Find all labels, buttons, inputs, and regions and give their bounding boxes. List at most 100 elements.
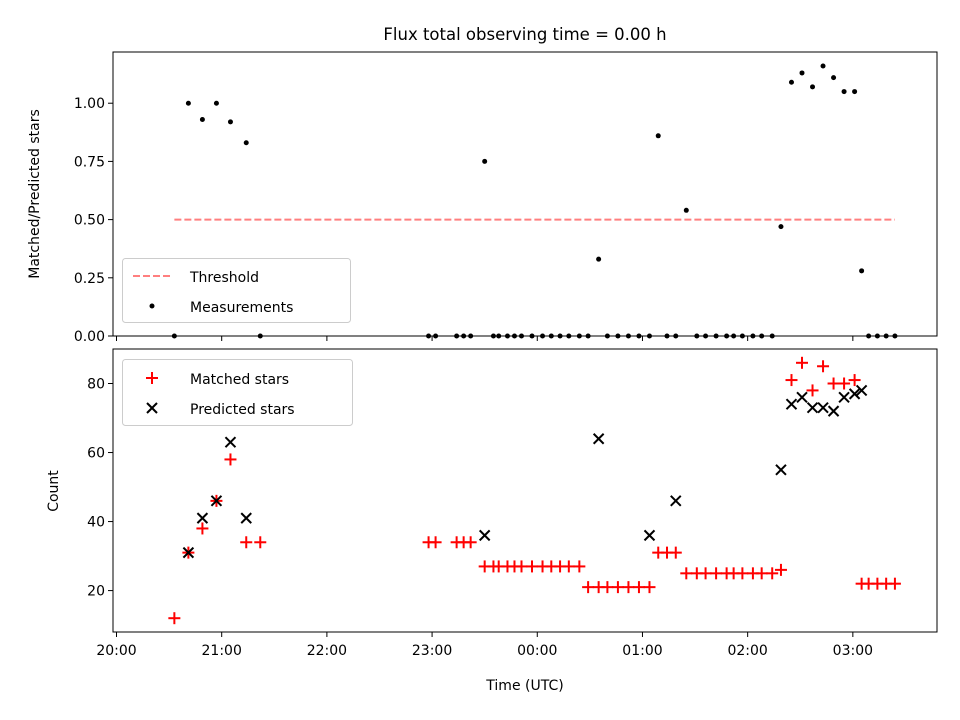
bottom-axes-frame <box>112 348 938 633</box>
bottom-y-tick-label: 20 <box>87 584 105 600</box>
x-tick-label: 01:00 <box>622 643 662 659</box>
bottom-legend-box <box>122 359 353 426</box>
predicted-legend-label: Predicted stars <box>190 402 295 418</box>
predicted-star-point <box>855 384 868 397</box>
x-tick-label: 00:00 <box>517 643 557 659</box>
bottom-y-tick-label: 80 <box>87 377 105 393</box>
top-y-ticks: 0.00 0.25 0.50 0.75 1.00 <box>74 96 113 345</box>
x-tick-label: 22:00 <box>307 643 347 659</box>
measurements-legend-label: Measurements <box>190 300 293 316</box>
matched-star-point <box>464 536 477 549</box>
measurement-point <box>820 63 826 69</box>
x-tick-label: 23:00 <box>412 643 452 659</box>
predicted-star-point <box>827 405 840 417</box>
predicted-star-point <box>670 495 682 507</box>
measurement-point <box>683 207 689 213</box>
matched-star-point <box>573 560 586 573</box>
predicted-star-point <box>224 436 237 448</box>
bottom-y-tick-label: 60 <box>87 446 105 462</box>
measurement-point <box>596 256 602 262</box>
top-legend-box <box>122 258 351 323</box>
matched-star-point <box>838 377 851 390</box>
measurement-point <box>482 158 488 164</box>
matched-star-point <box>515 560 528 573</box>
top-y-tick-label: 0.00 <box>74 329 105 345</box>
measurement-point <box>859 268 865 274</box>
top-panel: 0.00 0.25 0.50 0.75 1.00 Matched/Predicted s… <box>27 51 938 345</box>
matched-star-point <box>224 453 237 466</box>
x-tick-label: 20:00 <box>96 643 136 659</box>
matched-star-point <box>669 546 682 559</box>
measurement-point <box>199 117 205 123</box>
matched-star-point <box>710 567 723 580</box>
bottom-y-axis-label: Count <box>46 470 62 512</box>
bottom-x-ticks: 20:00 21:00 22:00 23:00 00:00 01:00 02:00 03:00 <box>96 632 873 659</box>
measurement-point <box>227 119 233 125</box>
predicted-star-point <box>182 546 195 559</box>
matched-star-point <box>240 536 253 549</box>
bottom-legend: Matched stars Predicted stars <box>122 359 353 426</box>
matched-legend-label: Matched stars <box>190 372 289 388</box>
matched-star-point <box>806 384 819 397</box>
top-axes-frame <box>112 51 938 337</box>
predicted-star-point <box>196 512 209 524</box>
matched-star-point <box>736 567 749 580</box>
predicted-star-point <box>817 401 829 414</box>
predicted-legend-handle <box>146 402 158 414</box>
measurement-point <box>213 100 219 106</box>
measurement-point <box>799 70 805 76</box>
bottom-y-tick-label: 40 <box>87 515 105 531</box>
predicted-star-point <box>785 398 798 410</box>
matched-star-point <box>196 522 209 535</box>
matched-star-point <box>680 567 693 580</box>
predicted-star-point <box>796 391 808 404</box>
measurements-legend-handle <box>149 303 155 309</box>
bottom-plot-area <box>168 356 901 625</box>
measurement-point <box>810 84 816 90</box>
predicted-star-point <box>848 388 861 400</box>
matched-star-point <box>601 581 614 594</box>
top-y-axis-label: Matched/Predicted stars <box>27 109 43 279</box>
measurement-point <box>831 75 837 81</box>
top-y-tick-label: 0.25 <box>74 271 105 287</box>
matched-star-point <box>888 577 901 590</box>
chart-title: Flux total observing time = 0.00 h <box>383 25 666 44</box>
matched-star-point <box>582 581 595 594</box>
matched-star-point <box>526 560 539 573</box>
matched-star-point <box>774 563 787 576</box>
predicted-star-point <box>838 391 850 404</box>
measurement-point <box>852 89 858 95</box>
predicted-star-point <box>240 512 252 524</box>
matched-star-point <box>562 560 575 573</box>
top-y-tick-label: 0.50 <box>74 213 105 229</box>
matched-star-point <box>643 581 656 594</box>
measurement-point <box>655 133 661 139</box>
predicted-star-point <box>806 401 819 414</box>
matched-star-point <box>785 374 798 387</box>
matched-star-point <box>632 581 645 594</box>
x-tick-label: 03:00 <box>833 643 873 659</box>
measurement-point <box>788 79 794 85</box>
measurement-point <box>185 100 191 106</box>
top-x-ticks <box>116 336 854 341</box>
matched-star-point <box>796 356 809 369</box>
threshold-legend-label: Threshold <box>189 270 259 286</box>
matched-star-point <box>168 612 181 625</box>
top-y-tick-label: 1.00 <box>74 96 105 112</box>
predicted-star-point <box>643 529 656 542</box>
x-tick-label: 02:00 <box>727 643 767 659</box>
top-y-tick-label: 0.75 <box>74 154 105 170</box>
predicted-star-point <box>478 529 491 542</box>
measurement-point <box>243 140 249 146</box>
bottom-y-ticks: 20 40 60 80 <box>87 377 113 600</box>
measurement-point <box>841 89 847 95</box>
bottom-panel: 20 40 60 80 20:00 21:00 22:00 23:00 00:00 01:00 0… <box>46 348 938 694</box>
matched-star-point <box>699 567 712 580</box>
matched-star-point <box>622 581 635 594</box>
predicted-star-point <box>210 495 223 507</box>
matched-star-point <box>766 567 779 580</box>
matched-star-point <box>755 567 768 580</box>
predicted-star-point <box>592 433 605 445</box>
matched-star-point <box>848 374 861 387</box>
